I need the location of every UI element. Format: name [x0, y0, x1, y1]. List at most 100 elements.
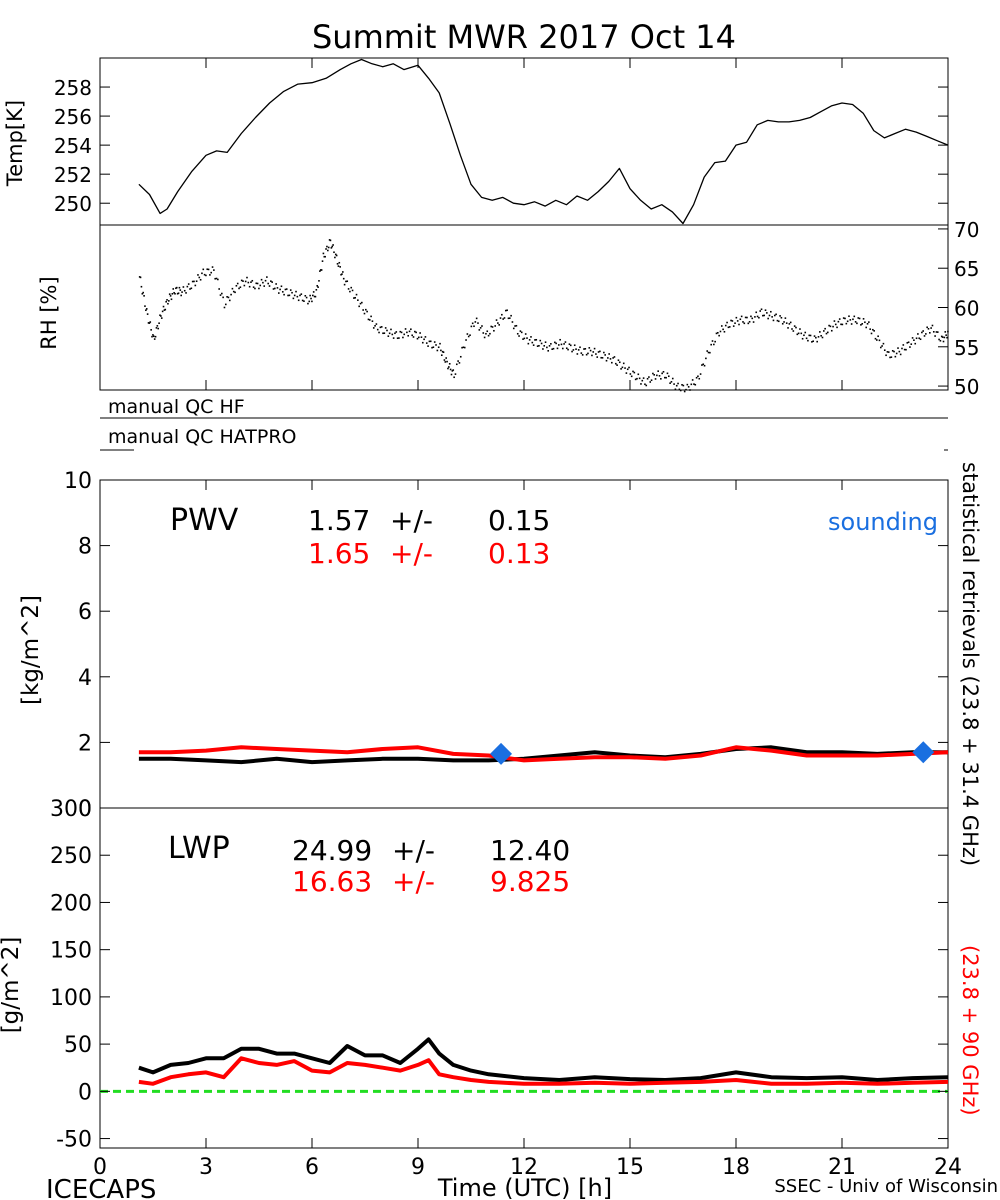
rh-point: [660, 378, 662, 380]
rh-point: [572, 349, 575, 351]
xtick-label: 0: [93, 1155, 107, 1180]
rh-point: [759, 310, 762, 312]
rh-point: [752, 321, 755, 323]
rh-point: [555, 342, 557, 345]
rh-point: [817, 336, 820, 338]
rh-point: [740, 315, 743, 318]
rh-point: [407, 334, 409, 337]
rh-point: [337, 265, 340, 267]
rh-point: [885, 354, 887, 357]
rh-point: [296, 295, 299, 298]
rh-point: [677, 382, 679, 385]
rh-point: [891, 349, 894, 352]
rh-point: [311, 300, 313, 303]
lwp-ytick-label: 250: [50, 844, 92, 869]
xtick-label: 9: [411, 1155, 425, 1180]
rh-point: [176, 292, 179, 295]
rh-point: [368, 319, 371, 321]
rh-point: [546, 346, 548, 349]
rh-point: [168, 300, 170, 302]
rh-point: [852, 318, 854, 321]
rh-point: [723, 330, 726, 333]
rh-point: [445, 357, 447, 359]
rh-point: [354, 296, 356, 299]
rh-point: [520, 331, 523, 334]
rh-point: [674, 388, 677, 391]
rh-point: [751, 317, 754, 320]
lwp-series-red: [138, 1056, 949, 1086]
rh-point: [603, 351, 605, 354]
rh-point: [153, 338, 156, 340]
rh-point: [205, 274, 207, 277]
rh-point: [648, 376, 650, 378]
lwp-panel-label: LWP: [168, 831, 230, 866]
rh-ytick-label: 70: [954, 218, 979, 242]
rh-point: [762, 314, 764, 317]
rh-point: [604, 354, 606, 356]
rh-point: [911, 337, 914, 339]
rh-point: [770, 310, 772, 313]
rh-point: [568, 343, 571, 345]
rh-point: [432, 346, 435, 349]
axis-ticks: 25025225425625850556065700246810-5005010…: [50, 58, 979, 1180]
rh-point: [396, 337, 399, 340]
rh-point: [292, 297, 295, 300]
xtick-label: 21: [828, 1155, 856, 1180]
rh-point: [442, 351, 445, 354]
rh-point: [597, 351, 600, 353]
rh-point: [819, 331, 821, 333]
rh-point: [746, 316, 748, 319]
rh-point: [291, 291, 293, 294]
rh-point: [804, 331, 807, 334]
rh-point: [886, 351, 889, 353]
rh-point: [596, 356, 599, 358]
rh-point: [873, 330, 875, 332]
rh-point: [395, 331, 398, 333]
rh-point: [307, 302, 309, 305]
rh-point: [658, 375, 661, 377]
rh-point: [231, 287, 234, 290]
rh-point: [876, 339, 878, 341]
rh-point: [633, 371, 636, 374]
rh-point: [842, 317, 845, 319]
rh-point: [242, 280, 244, 282]
rh-point: [370, 315, 372, 318]
rh-point: [825, 332, 828, 335]
rh-point: [274, 287, 276, 290]
pwv-stat-red-pm: +/-: [390, 537, 433, 570]
rh-point: [374, 325, 376, 327]
pwv-ytick-label: 10: [64, 469, 92, 494]
lwp-ytick-label: 0: [78, 1080, 92, 1105]
rh-point: [383, 332, 386, 334]
rh-point: [452, 369, 455, 371]
rh-point: [457, 360, 459, 362]
rh-point: [909, 346, 911, 348]
rh-point: [789, 321, 792, 324]
rh-point: [441, 350, 444, 353]
rh-point: [186, 285, 189, 288]
side-label-black: statistical retrievals (23.8 + 31.4 GHz): [958, 462, 982, 866]
rh-point: [251, 279, 254, 282]
rh-point: [738, 323, 740, 326]
rh-point: [424, 336, 427, 338]
xtick-label: 6: [305, 1155, 319, 1180]
pwv-ytick-label: 8: [78, 535, 92, 560]
rh-point: [319, 269, 322, 271]
lwp-stat-red-mean: 16.63: [292, 865, 372, 898]
rh-point: [152, 334, 154, 336]
rh-point: [305, 296, 308, 299]
rh-point: [797, 332, 800, 335]
rh-point: [571, 350, 573, 353]
rh-point: [758, 316, 760, 319]
rh-point: [458, 362, 461, 364]
rh-point: [548, 345, 551, 347]
rh-point: [781, 322, 784, 325]
rh-point: [584, 348, 587, 350]
rh-point: [785, 322, 788, 324]
rh-point: [172, 288, 175, 290]
rh-point: [731, 320, 734, 322]
rh-point: [671, 377, 674, 380]
rh-point: [673, 383, 675, 385]
rh-point: [514, 325, 516, 327]
rh-point: [944, 331, 947, 333]
